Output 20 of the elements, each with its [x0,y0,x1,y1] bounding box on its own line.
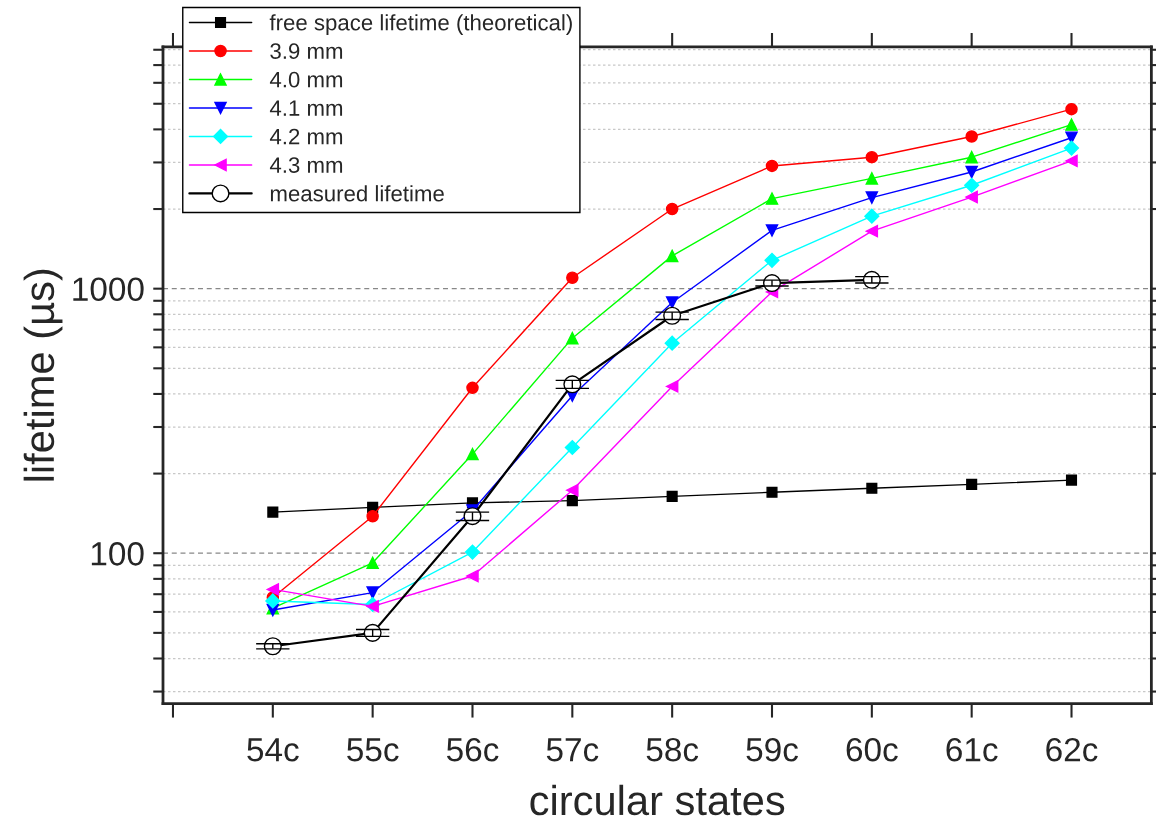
x-axis-title: circular states [530,784,785,816]
x-tick-label: 61c [946,737,998,762]
x-tick-label: 62c [1046,737,1098,762]
legend-label: 4.3 mm [269,157,343,173]
legend-label: measured lifetime [270,185,444,202]
y-tick-label: 1000 [73,277,144,302]
legend-label: 4.0 mm [269,71,343,88]
x-tick-label: 57c [546,738,599,762]
x-tick-label: 58c [646,737,699,762]
y-axis-title: lifetime (µs) [23,269,63,481]
x-tick-label: 56c [446,737,499,762]
legend-label: 3.9 mm [270,43,343,59]
y-tick-label: 100 [91,542,144,566]
x-tick-label: 55c [347,738,399,762]
x-tick-label: 54c [247,738,299,762]
x-tick-label: 60c [846,737,898,762]
legend-label: free space lifetime (theoretical) [269,14,572,35]
x-tick-label: 59c [746,737,798,762]
legend-label: 4.1 mm [269,100,343,116]
legend-label: 4.2 mm [269,128,343,145]
